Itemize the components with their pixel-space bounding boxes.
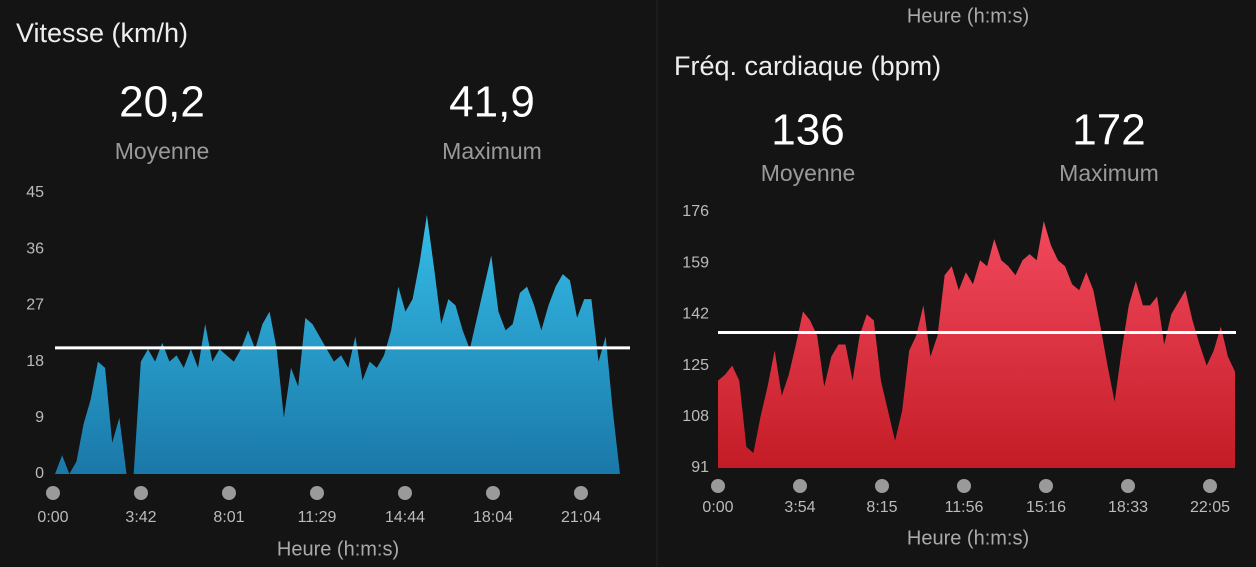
x-tick-label: 8:15 bbox=[866, 499, 897, 516]
x-tick-dot bbox=[486, 486, 500, 500]
x-tick-dot bbox=[875, 479, 889, 493]
x-tick-dot bbox=[310, 486, 324, 500]
stat-value: 20,2 bbox=[119, 78, 205, 127]
x-tick-dot bbox=[711, 479, 725, 493]
y-tick-label: 9 bbox=[35, 409, 44, 426]
y-tick-label: 142 bbox=[682, 306, 709, 323]
stat-value: 41,9 bbox=[449, 78, 535, 127]
y-tick-label: 108 bbox=[682, 408, 709, 425]
x-axis-label: Heure (h:m:s) bbox=[907, 527, 1029, 549]
x-tick-dot bbox=[1039, 479, 1053, 493]
chart-title: Vitesse (km/h) bbox=[16, 18, 188, 48]
x-tick-label: 21:04 bbox=[561, 509, 601, 526]
x-tick-dot bbox=[1121, 479, 1135, 493]
x-tick-label: 15:16 bbox=[1026, 499, 1066, 516]
area bbox=[718, 221, 1235, 468]
x-tick-label: 3:42 bbox=[125, 509, 156, 526]
stat-value: 172 bbox=[1072, 106, 1145, 155]
stat-name: Maximum bbox=[1059, 160, 1159, 186]
stat-value: 136 bbox=[771, 106, 844, 155]
y-tick-label: 125 bbox=[682, 357, 709, 374]
x-tick-label: 18:33 bbox=[1108, 499, 1148, 516]
x-tick-label: 22:05 bbox=[1190, 499, 1230, 516]
x-tick-dot bbox=[222, 486, 236, 500]
stat-name: Moyenne bbox=[761, 160, 856, 186]
x-tick-dot bbox=[134, 486, 148, 500]
x-tick-label: 8:01 bbox=[213, 509, 244, 526]
chart-title: Fréq. cardiaque (bpm) bbox=[674, 51, 941, 81]
x-tick-label: 14:44 bbox=[385, 509, 425, 526]
x-tick-label: 18:04 bbox=[473, 509, 513, 526]
y-tick-label: 0 bbox=[35, 465, 44, 482]
x-tick-dot bbox=[1203, 479, 1217, 493]
x-tick-dot bbox=[793, 479, 807, 493]
x-tick-label: 11:29 bbox=[298, 509, 337, 526]
x-tick-label: 11:56 bbox=[945, 499, 984, 516]
y-tick-label: 27 bbox=[26, 297, 44, 314]
x-axis-label: Heure (h:m:s) bbox=[277, 538, 399, 560]
x-tick-label: 0:00 bbox=[37, 509, 68, 526]
x-tick-label: 0:00 bbox=[702, 499, 733, 516]
y-tick-label: 91 bbox=[691, 459, 709, 476]
x-tick-dot bbox=[46, 486, 60, 500]
stat-name: Maximum bbox=[442, 138, 542, 164]
x-tick-dot bbox=[574, 486, 588, 500]
y-tick-label: 176 bbox=[682, 203, 709, 220]
y-tick-label: 36 bbox=[26, 240, 44, 257]
x-tick-label: 3:54 bbox=[784, 499, 815, 516]
x-tick-dot bbox=[957, 479, 971, 493]
y-tick-label: 159 bbox=[682, 254, 709, 271]
x-axis-label: Heure (h:m:s) bbox=[907, 5, 1029, 27]
y-tick-label: 45 bbox=[26, 184, 44, 201]
x-tick-dot bbox=[398, 486, 412, 500]
y-tick-label: 18 bbox=[26, 353, 44, 370]
stat-name: Moyenne bbox=[115, 138, 210, 164]
area bbox=[55, 214, 620, 474]
